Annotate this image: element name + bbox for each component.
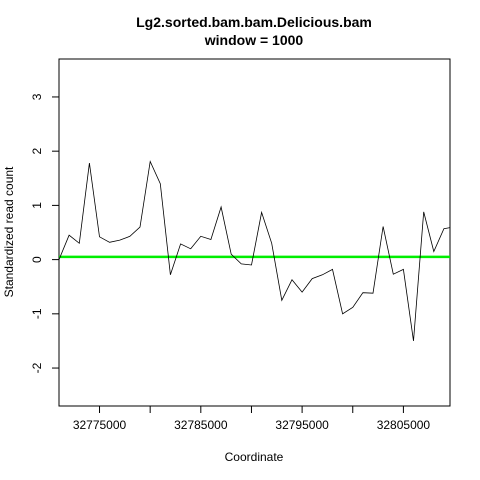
y-tick-label: 1 — [30, 202, 44, 209]
y-axis-label: Standardized read count — [2, 166, 16, 297]
plot-frame — [58, 58, 451, 407]
series-line-0 — [58, 160, 451, 341]
chart-title: Lg2.sorted.bam.bam.Delicious.bam — [136, 14, 372, 30]
x-tick-label: 32795000 — [275, 418, 329, 432]
y-tick-label: 3 — [30, 93, 44, 100]
y-tick-label: 0 — [30, 256, 44, 263]
series-layer — [58, 160, 451, 341]
x-axis-ticks: 32775000 32785000 32795000 32805000 — [73, 406, 431, 432]
x-tick-label: 32805000 — [377, 418, 431, 432]
x-tick-label: 32775000 — [73, 418, 127, 432]
x-axis-label: Coordinate — [225, 450, 284, 464]
y-tick-label: -2 — [30, 362, 44, 373]
x-tick-label: 32785000 — [174, 418, 228, 432]
y-axis-ticks: -2 -1 0 1 2 3 — [30, 93, 59, 373]
chart-subtitle: window = 1000 — [204, 32, 304, 48]
y-tick-label: -1 — [30, 308, 44, 319]
y-tick-label: 2 — [30, 148, 44, 155]
